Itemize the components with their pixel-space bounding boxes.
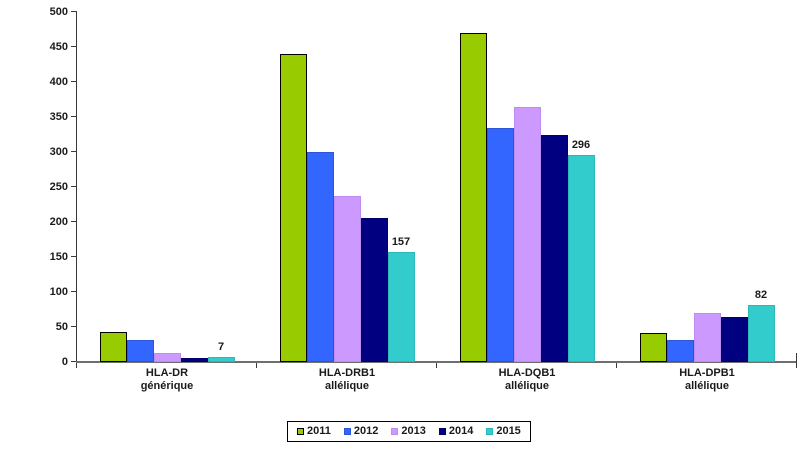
category-label-hla-drb1: HLA-DRB1 allélique xyxy=(257,367,437,393)
y-axis-tick-mark xyxy=(71,291,77,292)
legend-label-2011: 2011 xyxy=(307,425,331,437)
y-axis-tick-label: 500 xyxy=(49,6,68,18)
bar-2014-hla-dpb1 xyxy=(720,317,748,362)
bar-2013-hla-dpb1 xyxy=(693,313,721,362)
legend-item-2015: 2015 xyxy=(486,425,521,438)
x-axis-tick-mark xyxy=(256,363,257,368)
category-label-line2: allélique xyxy=(324,380,370,392)
y-axis-tick-mark xyxy=(71,81,77,82)
y-axis-tick-mark xyxy=(71,256,77,257)
x-axis-tick-mark xyxy=(616,363,617,368)
category-label-line1: HLA-DRB1 xyxy=(318,367,376,379)
legend-label-2014: 2014 xyxy=(448,425,474,437)
y-axis-tick-mark xyxy=(71,186,77,187)
data-label-hla-drb1: 157 xyxy=(391,236,411,248)
data-label-hla-dr: 7 xyxy=(217,341,225,353)
bar-2013-hla-dqb1 xyxy=(513,107,541,362)
category-label-line2: générique xyxy=(140,380,194,392)
y-axis-tick-mark xyxy=(71,326,77,327)
y-axis-tick-label: 50 xyxy=(55,321,68,333)
y-axis-tick-mark xyxy=(71,116,77,117)
data-label-hla-dqb1: 296 xyxy=(571,139,591,151)
legend: 2011 2012 2013 2014 2015 xyxy=(287,421,531,442)
category-label-line1: HLA-DR xyxy=(145,367,189,379)
category-label-line2: allélique xyxy=(504,380,550,392)
bar-2015-hla-drb1 xyxy=(387,252,415,362)
y-axis-tick-label: 350 xyxy=(49,111,68,123)
legend-swatch-2014 xyxy=(438,428,446,435)
y-axis-tick-mark xyxy=(71,361,77,362)
bar-2013-hla-dr xyxy=(153,353,181,362)
legend-item-2012: 2012 xyxy=(343,425,379,438)
data-label-hla-dpb1: 82 xyxy=(754,289,768,301)
bar-2012-hla-dqb1 xyxy=(486,128,514,362)
y-axis-tick-mark xyxy=(71,11,77,12)
category-label-line1: HLA-DQB1 xyxy=(498,367,556,379)
legend-label-2012: 2012 xyxy=(353,425,379,437)
legend-item-2013: 2013 xyxy=(391,425,426,438)
y-axis-tick-mark xyxy=(71,221,77,222)
y-axis-tick-label: 250 xyxy=(49,181,68,193)
bar-2015-hla-dr xyxy=(207,357,235,362)
bar-2014-hla-dr xyxy=(180,358,208,362)
category-label-line2: allélique xyxy=(684,380,730,392)
x-axis-line xyxy=(76,361,797,363)
legend-item-2014: 2014 xyxy=(438,425,474,438)
y-axis-tick-label: 0 xyxy=(61,356,68,368)
category-label-hla-dqb1: HLA-DQB1 allélique xyxy=(437,367,617,393)
category-label-line1: HLA-DPB1 xyxy=(679,367,735,379)
y-axis-tick-mark xyxy=(71,46,77,47)
y-axis-tick-label: 200 xyxy=(49,216,68,228)
y-axis-tick-label: 100 xyxy=(49,286,68,298)
bar-2012-hla-drb1 xyxy=(306,152,334,362)
y-axis-tick-label: 150 xyxy=(49,251,68,263)
y-axis-tick-label: 450 xyxy=(49,41,68,53)
bar-2015-hla-dpb1 xyxy=(747,305,775,362)
bar-2013-hla-drb1 xyxy=(333,196,361,362)
x-axis-tick-mark xyxy=(436,363,437,368)
y-axis-tick-mark xyxy=(71,151,77,152)
y-axis-line xyxy=(76,11,77,368)
bar-2011-hla-dr xyxy=(99,332,127,362)
category-label-hla-dr: HLA-DR générique xyxy=(77,367,257,393)
x-axis-end-tick-mark xyxy=(796,353,797,368)
legend-swatch-2011 xyxy=(297,428,304,435)
bar-2014-hla-dqb1 xyxy=(540,135,568,362)
bar-2015-hla-dqb1 xyxy=(567,155,595,362)
bar-2012-hla-dr xyxy=(126,340,154,362)
legend-swatch-2012 xyxy=(343,428,351,435)
legend-label-2013: 2013 xyxy=(401,425,426,437)
legend-label-2015: 2015 xyxy=(496,425,521,437)
bar-2011-hla-dpb1 xyxy=(639,333,667,362)
legend-swatch-2013 xyxy=(391,428,399,435)
bar-2011-hla-dqb1 xyxy=(459,33,487,362)
y-axis-tick-label: 300 xyxy=(49,146,68,158)
y-axis-tick-label: 400 xyxy=(49,76,68,88)
bar-2014-hla-drb1 xyxy=(360,218,388,362)
legend-item-2011: 2011 xyxy=(297,425,331,438)
bar-2011-hla-drb1 xyxy=(279,54,307,362)
bar-2012-hla-dpb1 xyxy=(666,340,694,362)
category-label-hla-dpb1: HLA-DPB1 allélique xyxy=(617,367,797,393)
legend-swatch-2015 xyxy=(486,428,494,435)
